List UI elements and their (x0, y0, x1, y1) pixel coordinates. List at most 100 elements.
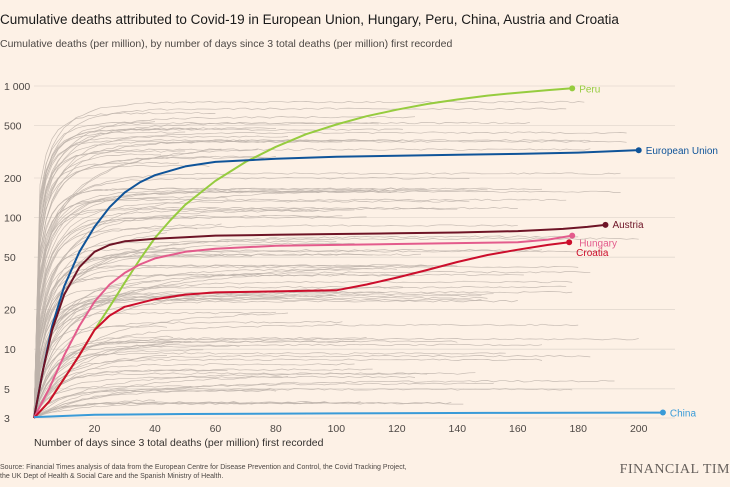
background-country-line (33, 121, 530, 419)
series-endpoint-hungary (569, 232, 576, 239)
background-country-line (33, 295, 337, 419)
background-country-line (33, 150, 186, 419)
background-country-line (33, 300, 518, 419)
background-country-line (33, 355, 591, 419)
x-tick-label: 180 (569, 423, 587, 435)
background-country-line (33, 189, 488, 419)
background-country-line (33, 363, 355, 418)
x-tick-label: 120 (388, 423, 406, 435)
background-country-line (33, 249, 543, 418)
series-label-austria: Austria (612, 220, 644, 231)
background-country-line (33, 352, 506, 419)
series-endpoint-peru (569, 85, 576, 92)
x-tick-label: 40 (149, 423, 161, 435)
background-country-line (33, 372, 476, 419)
background-country-line (33, 388, 573, 418)
background-country-line (33, 172, 621, 419)
x-tick-label: 60 (210, 423, 222, 435)
background-country-line (33, 148, 222, 419)
background-country-line (33, 240, 337, 419)
x-axis-label: Number of days since 3 total deaths (per… (34, 437, 324, 449)
background-country-line (33, 242, 355, 419)
background-country-line (33, 139, 591, 419)
highlighted-series-layer (33, 85, 666, 419)
background-country-line (33, 237, 639, 419)
background-country-line (33, 267, 397, 419)
background-country-line (33, 312, 289, 419)
y-tick-label: 10 (4, 344, 16, 356)
source-line-1: Source: Financial Times analysis of data… (0, 464, 407, 471)
background-country-line (33, 122, 379, 418)
series-endpoint-austria (602, 221, 609, 228)
background-country-line (33, 399, 155, 419)
chart-subtitle: Cumulative deaths (per million), by numb… (0, 38, 453, 50)
y-tick-label: 200 (4, 173, 22, 185)
background-country-line (33, 342, 174, 419)
background-country-line (33, 265, 579, 418)
background-country-line (33, 280, 573, 418)
background-series-layer (33, 100, 639, 419)
axis-layer: 3 5 10 20 50 100 200 500 1 000 20 40 60 80 100 120 140 1… (4, 81, 648, 449)
background-country-line (33, 382, 494, 419)
x-tick-label: 80 (270, 423, 282, 435)
background-country-line (33, 198, 567, 419)
background-country-line (33, 368, 373, 418)
background-country-line (33, 177, 470, 418)
background-country-line (33, 235, 579, 418)
background-country-line (33, 401, 361, 419)
y-tick-label: 5 (4, 384, 10, 396)
source-line-2: the UK Dept of Health & Social Care and … (0, 473, 224, 480)
background-country-line (33, 379, 615, 419)
series-line-european-union (33, 149, 639, 419)
y-tick-label: 3 (4, 413, 10, 425)
background-country-line (33, 344, 240, 419)
background-country-line (33, 355, 167, 418)
background-country-line (33, 285, 567, 418)
background-country-line (33, 375, 289, 419)
background-country-line (33, 343, 543, 419)
background-country-line (33, 135, 289, 418)
background-country-line (33, 264, 458, 419)
background-country-line (33, 298, 482, 418)
background-country-line (33, 335, 174, 418)
background-country-line (33, 187, 428, 418)
background-country-line (33, 349, 204, 418)
background-country-line (33, 369, 228, 419)
background-country-line (33, 253, 422, 418)
background-country-line (33, 197, 168, 418)
background-country-line (33, 148, 591, 419)
background-country-line (33, 402, 464, 419)
background-country-line (33, 131, 627, 419)
y-tick-label: 100 (4, 213, 22, 225)
background-country-line (33, 358, 543, 419)
y-tick-label: 20 (4, 305, 16, 317)
background-country-line (33, 100, 585, 418)
series-label-croatia: Croatia (576, 248, 609, 259)
background-country-line (33, 286, 403, 419)
x-tick-label: 100 (328, 423, 346, 435)
series-endpoint-european-union (635, 147, 642, 154)
background-country-line (33, 375, 416, 419)
series-endpoint-croatia (566, 239, 573, 246)
background-country-line (33, 107, 567, 418)
background-country-line (33, 264, 434, 419)
series-line-hungary (33, 234, 573, 419)
background-country-line (33, 153, 162, 418)
x-tick-label: 200 (630, 423, 648, 435)
background-country-line (33, 140, 343, 419)
background-country-line (33, 121, 155, 419)
background-country-line (33, 224, 518, 419)
series-label-hungary: Hungary (579, 239, 617, 250)
background-country-line (33, 227, 198, 419)
x-tick-label: 20 (89, 423, 101, 435)
x-tick-label: 140 (449, 423, 467, 435)
background-country-line (33, 248, 186, 419)
background-country-line (33, 161, 180, 419)
series-endpoint-china (659, 409, 666, 416)
ft-brand-logo: FINANCIAL TIM (619, 462, 730, 477)
series-line-austria (33, 223, 606, 419)
series-line-peru (33, 87, 573, 419)
background-country-line (33, 389, 270, 419)
background-country-line (33, 385, 192, 419)
background-country-line (33, 337, 367, 419)
